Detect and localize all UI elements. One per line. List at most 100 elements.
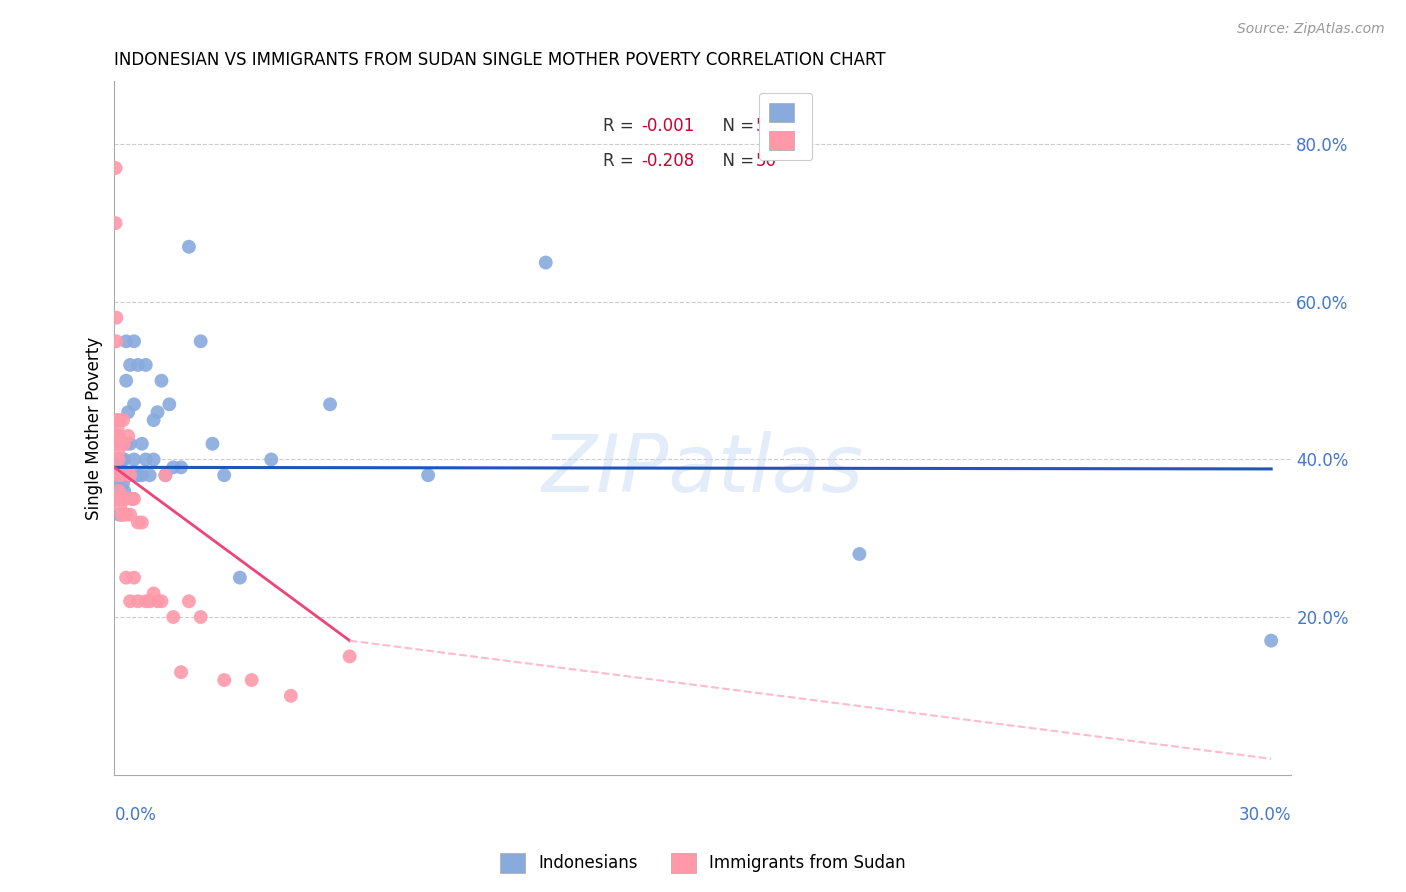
Text: ZIPatlas: ZIPatlas bbox=[541, 431, 863, 508]
Point bbox=[111, 491, 134, 506]
Point bbox=[127, 594, 149, 608]
Text: 58: 58 bbox=[755, 118, 776, 136]
Text: 0.0%: 0.0% bbox=[114, 805, 156, 824]
Point bbox=[112, 436, 135, 450]
Point bbox=[111, 491, 134, 506]
Point bbox=[142, 586, 165, 600]
Point bbox=[120, 468, 142, 483]
Point bbox=[107, 421, 129, 435]
Point bbox=[107, 429, 129, 443]
Point bbox=[122, 334, 145, 349]
Y-axis label: Single Mother Poverty: Single Mother Poverty bbox=[86, 336, 103, 519]
Point bbox=[170, 460, 193, 475]
Point bbox=[115, 508, 138, 522]
Point bbox=[110, 491, 132, 506]
Point bbox=[105, 334, 128, 349]
Point bbox=[117, 429, 139, 443]
Legend: Indonesians, Immigrants from Sudan: Indonesians, Immigrants from Sudan bbox=[494, 847, 912, 880]
Point bbox=[127, 516, 149, 530]
Point bbox=[120, 594, 142, 608]
Point bbox=[112, 476, 135, 491]
Point bbox=[122, 397, 145, 411]
Point bbox=[110, 500, 132, 514]
Point bbox=[131, 516, 153, 530]
Point bbox=[108, 483, 131, 498]
Point bbox=[142, 452, 165, 467]
Point bbox=[121, 491, 143, 506]
Text: 30.0%: 30.0% bbox=[1239, 805, 1291, 824]
Point bbox=[107, 452, 129, 467]
Text: 50: 50 bbox=[755, 152, 776, 170]
Point bbox=[115, 436, 138, 450]
Point bbox=[115, 334, 138, 349]
Point bbox=[127, 468, 149, 483]
Text: N =: N = bbox=[711, 152, 759, 170]
Point bbox=[105, 491, 128, 506]
Point bbox=[112, 491, 135, 506]
Point bbox=[110, 452, 132, 467]
Point bbox=[848, 547, 870, 561]
Point bbox=[146, 594, 169, 608]
Point bbox=[120, 468, 142, 483]
Point bbox=[1260, 633, 1282, 648]
Text: INDONESIAN VS IMMIGRANTS FROM SUDAN SINGLE MOTHER POVERTY CORRELATION CHART: INDONESIAN VS IMMIGRANTS FROM SUDAN SING… bbox=[114, 51, 886, 69]
Point bbox=[110, 491, 132, 506]
Point bbox=[127, 358, 149, 372]
Point bbox=[162, 610, 184, 624]
Point bbox=[339, 649, 361, 664]
Point bbox=[108, 413, 131, 427]
Point bbox=[112, 413, 135, 427]
Point bbox=[122, 452, 145, 467]
Point bbox=[534, 255, 557, 269]
Point bbox=[115, 468, 138, 483]
Point bbox=[110, 436, 132, 450]
Point bbox=[212, 468, 235, 483]
Text: -0.001: -0.001 bbox=[641, 118, 695, 136]
Point bbox=[170, 665, 193, 680]
Point bbox=[155, 468, 177, 483]
Point bbox=[146, 405, 169, 419]
Point bbox=[107, 452, 129, 467]
Point bbox=[111, 468, 134, 483]
Point bbox=[104, 161, 127, 175]
Point bbox=[105, 468, 128, 483]
Point bbox=[155, 468, 177, 483]
Point bbox=[108, 483, 131, 498]
Point bbox=[150, 594, 173, 608]
Point bbox=[112, 483, 135, 498]
Legend: , : , bbox=[759, 93, 811, 160]
Point bbox=[115, 491, 138, 506]
Point bbox=[120, 358, 142, 372]
Point bbox=[131, 436, 153, 450]
Point bbox=[107, 436, 129, 450]
Point bbox=[162, 460, 184, 475]
Point bbox=[121, 491, 143, 506]
Point bbox=[138, 468, 160, 483]
Point bbox=[107, 444, 129, 458]
Point bbox=[120, 508, 142, 522]
Point bbox=[111, 452, 134, 467]
Point bbox=[122, 491, 145, 506]
Point bbox=[107, 468, 129, 483]
Point bbox=[416, 468, 439, 483]
Point bbox=[112, 452, 135, 467]
Point bbox=[105, 310, 128, 325]
Point bbox=[108, 508, 131, 522]
Point bbox=[135, 594, 157, 608]
Point bbox=[280, 689, 302, 703]
Point bbox=[107, 468, 129, 483]
Point bbox=[104, 216, 127, 230]
Point bbox=[122, 571, 145, 585]
Point bbox=[111, 468, 134, 483]
Point bbox=[105, 429, 128, 443]
Point bbox=[177, 594, 200, 608]
Point bbox=[110, 508, 132, 522]
Text: N =: N = bbox=[711, 118, 759, 136]
Point bbox=[107, 483, 129, 498]
Point bbox=[157, 397, 180, 411]
Point bbox=[115, 374, 138, 388]
Text: -0.208: -0.208 bbox=[641, 152, 695, 170]
Point bbox=[117, 405, 139, 419]
Point bbox=[135, 358, 157, 372]
Text: R =: R = bbox=[603, 118, 638, 136]
